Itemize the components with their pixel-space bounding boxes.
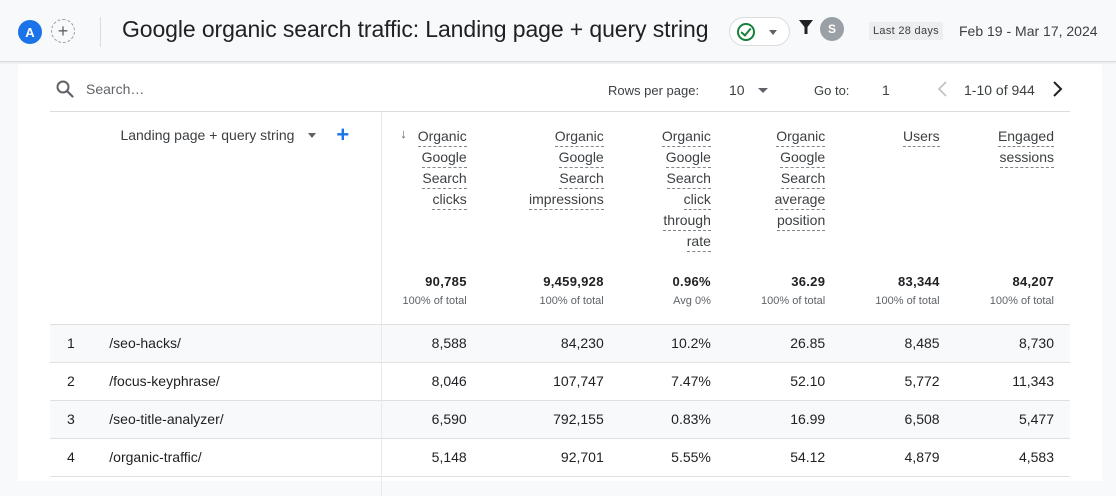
index-header	[50, 112, 93, 274]
data-table: Landing page + query string + ↓ Organic …	[50, 112, 1070, 496]
total-engaged-sessions: 84,207 100% of total	[989, 274, 1054, 307]
search-input[interactable]	[86, 78, 386, 100]
total-users: 83,344 100% of total	[875, 274, 940, 307]
totals-row: 90,785 100% of total 9,459,928 100% of tot…	[50, 274, 1070, 324]
header-divider	[100, 17, 101, 47]
caret-down-icon	[769, 30, 777, 35]
table-row[interactable]: 3 /seo-title-analyzer/ 6,590 792,155 0.8…	[50, 399, 1070, 438]
caret-down-icon[interactable]	[308, 132, 317, 138]
column-header-engaged-sessions[interactable]: Engaged sessions	[956, 112, 1070, 274]
table-row[interactable]: 1 /seo-hacks/ 8,588 84,230 10.2% 26.85 8…	[50, 323, 1070, 362]
landing-page-cell[interactable]: /seo-hacks/	[93, 323, 383, 362]
total-clicks: 90,785 100% of total	[402, 274, 467, 307]
comparison-avatar-a[interactable]: A	[18, 20, 42, 44]
add-comparison-button[interactable]: +	[51, 19, 75, 43]
total-avg-position: 36.29 100% of total	[761, 274, 826, 307]
date-range-picker[interactable]: Feb 19 - Mar 17, 2024	[959, 23, 1098, 39]
dimension-header: Landing page + query string +	[93, 112, 383, 274]
goto-label: Go to:	[814, 83, 850, 98]
dimension-selector[interactable]: Landing page + query string	[120, 127, 295, 143]
landing-page-cell[interactable]: /organic-traffic/	[93, 437, 383, 476]
rows-per-page-select[interactable]: 10	[729, 82, 745, 98]
user-avatar-s[interactable]: S	[820, 17, 844, 41]
column-header-avg-position[interactable]: Organic Google Search average position	[727, 112, 841, 274]
landing-page-cell[interactable]: /seo-title-analyzer/	[93, 399, 383, 438]
table-toolbar: Rows per page: 10 Go to: 1 1-10 of 944	[50, 64, 1070, 112]
table-row-clipped	[50, 475, 1070, 496]
table-header-row: Landing page + query string + ↓ Organic …	[50, 112, 1070, 274]
column-header-users[interactable]: Users	[841, 112, 955, 274]
report-header: A + Google organic search traffic: Landi…	[0, 0, 1116, 62]
column-header-ctr[interactable]: Organic Google Search click through rate	[620, 112, 727, 274]
sort-descending-arrow-icon: ↓	[400, 126, 407, 141]
report-title: Google organic search traffic: Landing p…	[122, 16, 709, 42]
page-range-label: 1-10 of 944	[964, 82, 1035, 98]
goto-page-input[interactable]: 1	[882, 82, 890, 98]
total-impressions: 9,459,928 100% of total	[539, 274, 604, 307]
check-circle-icon	[737, 23, 755, 41]
table-row[interactable]: 4 /organic-traffic/ 5,148 92,701 5.55% 5…	[50, 437, 1070, 476]
search-icon	[56, 80, 74, 98]
landing-page-cell[interactable]: /focus-keyphrase/	[93, 361, 383, 400]
report-table-card: Rows per page: 10 Go to: 1 1-10 of 944 L…	[18, 64, 1102, 496]
rows-per-page-label: Rows per page:	[608, 83, 700, 98]
chevron-left-icon[interactable]	[936, 80, 950, 98]
column-header-clicks[interactable]: ↓ Organic Google Search clicks	[382, 112, 483, 274]
caret-down-icon[interactable]	[758, 88, 768, 93]
report-status-dropdown[interactable]	[729, 17, 790, 46]
table-row[interactable]: 2 /focus-keyphrase/ 8,046 107,747 7.47% …	[50, 361, 1070, 400]
column-header-impressions[interactable]: Organic Google Search impressions	[483, 112, 620, 274]
date-preset-chip[interactable]: Last 28 days	[869, 22, 943, 40]
filter-icon[interactable]	[798, 19, 814, 35]
add-dimension-plus-icon[interactable]: +	[336, 122, 350, 147]
total-ctr: 0.96% Avg 0%	[672, 274, 711, 307]
chevron-right-icon[interactable]	[1050, 80, 1064, 98]
